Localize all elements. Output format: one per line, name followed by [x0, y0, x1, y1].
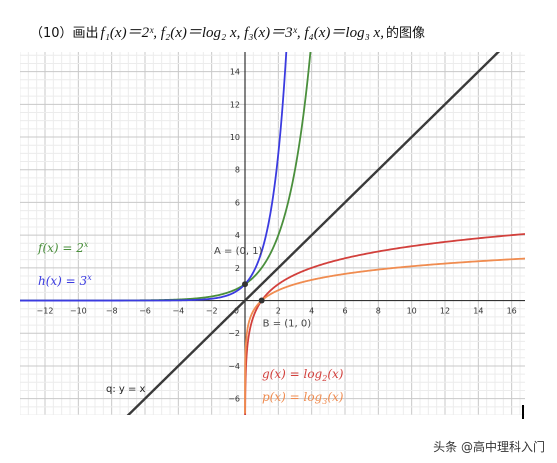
x-tick-label: 8 [376, 307, 381, 316]
legend-f: f(x) = 2x [37, 240, 89, 255]
x-tick-label: −10 [70, 307, 87, 316]
x-tick-label: 16 [507, 307, 517, 316]
legend-q: q: y = x [106, 384, 146, 395]
text-cursor-icon [522, 405, 524, 419]
y-tick-label: 10 [230, 133, 240, 142]
x-tick-label: −12 [37, 307, 54, 316]
title-formula: f₁(x)＝2ˣ, f₂(x)＝log₂ x, f₃(x)＝3ˣ, f₄(x)＝… [100, 24, 384, 41]
watermark: 头条 @高中理科入门 [433, 440, 545, 454]
x-tick-label: 10 [407, 307, 417, 316]
x-tick-label: −6 [139, 307, 151, 316]
grid [20, 52, 525, 415]
x-tick-label: −8 [106, 307, 118, 316]
curves [20, 52, 525, 415]
page-title: （10）画出 f₁(x)＝2ˣ, f₂(x)＝log₂ x, f₃(x)＝3ˣ,… [30, 18, 425, 44]
x-tick-label: 12 [440, 307, 450, 316]
point-A [242, 281, 248, 288]
title-prefix: （10）画出 [30, 25, 99, 41]
y-tick-label: 2 [235, 264, 240, 273]
y-tick-label: 4 [235, 231, 240, 240]
plot-background [20, 52, 525, 415]
x-tick-label: 4 [309, 307, 314, 316]
title-suffix: 的图像 [385, 25, 425, 41]
x-tick-label: 2 [276, 307, 281, 316]
series-log3-x--curve [244, 257, 525, 415]
legend-p: p(x) = log3(x) [262, 390, 344, 406]
y-tick-label: −4 [228, 362, 240, 371]
y-tick-label: 6 [235, 198, 240, 207]
x-tick-label: −2 [206, 307, 218, 316]
point-B [258, 297, 265, 304]
point-B-label: B = (1, 0) [263, 319, 312, 330]
y-tick-label: 12 [230, 100, 240, 109]
legend-g: g(x) = log2(x) [262, 367, 344, 383]
y-tick-label: 8 [235, 166, 240, 175]
series-3-x-curve [20, 52, 288, 302]
x-tick-label: 14 [473, 307, 483, 316]
y-tick-label: −2 [228, 329, 240, 338]
x-tick-label: 6 [342, 307, 347, 316]
origin-label: 0 [234, 307, 239, 316]
series-log2-x--curve [244, 233, 525, 415]
point-A-label: A = (0, 1) [214, 246, 263, 257]
y-tick-label: 14 [230, 68, 240, 77]
legend-h: h(x) = 3x [38, 273, 92, 288]
x-tick-label: −4 [172, 307, 184, 316]
y-tick-label: −6 [228, 395, 240, 404]
series-x-curve [126, 52, 501, 415]
